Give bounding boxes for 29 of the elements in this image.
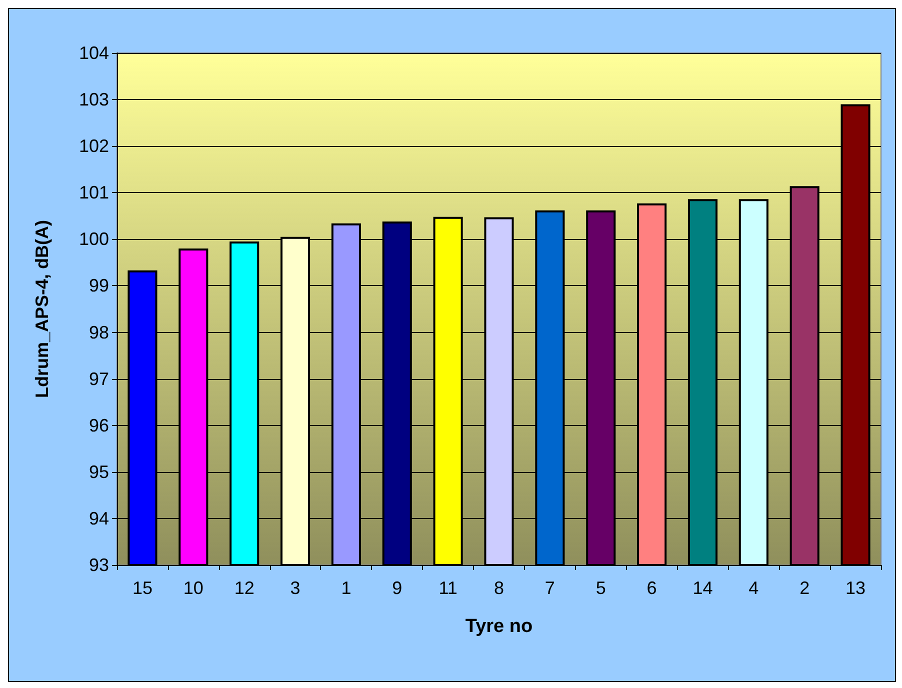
x-tick-label: 3 bbox=[290, 578, 300, 598]
y-tick-label: 102 bbox=[78, 136, 109, 156]
x-axis-title: Tyre no bbox=[465, 616, 533, 637]
y-tick-label: 101 bbox=[78, 182, 109, 203]
y-tick-label: 95 bbox=[88, 462, 109, 482]
y-tick-label: 93 bbox=[88, 555, 109, 575]
x-tick-label: 11 bbox=[438, 578, 458, 598]
y-tick-label: 104 bbox=[78, 43, 109, 63]
y-tick-label: 98 bbox=[88, 322, 109, 342]
y-tick-label: 99 bbox=[88, 276, 109, 296]
y-tick-label: 96 bbox=[88, 415, 109, 436]
x-tick-label: 8 bbox=[494, 578, 504, 598]
x-tick-label: 14 bbox=[692, 578, 713, 598]
x-tick-label: 5 bbox=[596, 578, 606, 598]
y-tick-label: 100 bbox=[78, 229, 109, 250]
y-axis-title: Ldrum_APS-4, dB(A) bbox=[32, 220, 52, 398]
x-tick-label: 7 bbox=[544, 578, 555, 598]
x-tick-label: 15 bbox=[132, 578, 152, 598]
y-tick-label: 97 bbox=[88, 368, 109, 389]
x-tick-label: 10 bbox=[183, 578, 204, 598]
x-tick-label: 6 bbox=[646, 578, 657, 598]
y-tick-label: 94 bbox=[88, 508, 109, 528]
x-tick-label: 12 bbox=[234, 578, 254, 598]
x-tick-label: 1 bbox=[341, 578, 352, 598]
y-tick-label: 103 bbox=[78, 90, 109, 110]
x-tick-label: 4 bbox=[748, 578, 759, 598]
x-tick-label: 2 bbox=[800, 578, 810, 598]
x-tick-label: 13 bbox=[846, 578, 866, 598]
x-tick-label: 9 bbox=[392, 578, 402, 598]
